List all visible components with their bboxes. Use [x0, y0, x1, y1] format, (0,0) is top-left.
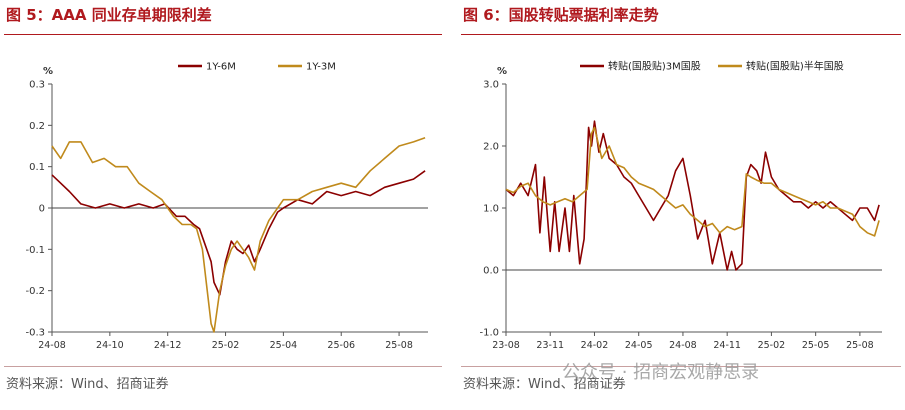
y-tick-label: 0.1	[29, 162, 45, 173]
left-source-note: 资料来源：Wind、招商证券	[6, 377, 169, 392]
y-tick-label: 1.0	[483, 204, 499, 215]
right-panel-title: 图 6：国股转贴票据利率走势	[463, 6, 659, 24]
x-tick-label: 24-08	[669, 340, 697, 351]
left-panel-title: 图 5：AAA 同业存单期限利差	[6, 6, 212, 24]
legend-label-1: 1Y-6M	[206, 62, 236, 73]
x-tick-label: 24-02	[581, 340, 609, 351]
x-tick-label: 25-02	[212, 340, 240, 351]
x-tick-label: 24-05	[625, 340, 653, 351]
y-axis-unit-label: %	[43, 66, 53, 77]
series-line-1	[51, 170, 426, 296]
x-tick-label: 24-10	[96, 340, 124, 351]
series-line-2	[51, 136, 426, 333]
legend-label-2: 转贴(国股贴)半年国股	[746, 60, 844, 73]
right-chart: -1.0 0.0 1.0 2.0 3.0% 23-08 23-11 24-02 24-05 24-…	[479, 60, 882, 351]
x-tick-label: 23-08	[492, 340, 520, 351]
left-title-rule	[4, 34, 442, 35]
y-tick-label: -0.1	[25, 245, 45, 256]
x-tick-label: 25-04	[270, 340, 298, 351]
y-tick-label: -0.2	[25, 286, 45, 297]
y-tick-label: 0.2	[29, 121, 45, 132]
y-tick-label: 0.3	[29, 80, 45, 91]
y-tick-label: -0.3	[25, 328, 45, 339]
series-line-1	[505, 120, 880, 271]
right-title-rule	[461, 34, 901, 35]
x-tick-label: 25-05	[802, 340, 830, 351]
legend-label-2: 1Y-3M	[306, 62, 336, 73]
y-tick-label: 3.0	[483, 80, 499, 91]
y-tick-label: 0	[39, 204, 45, 215]
y-axis-unit-label: %	[497, 66, 507, 77]
y-tick-label: 2.0	[483, 142, 499, 153]
x-tick-label: 24-08	[38, 340, 66, 351]
x-tick-label: 25-02	[758, 340, 786, 351]
x-tick-label: 25-08	[385, 340, 413, 351]
left-chart: -0.3 -0.2 -0.1 0 0.1 0.2 0.3% 24-08 24-10 24-12 25…	[25, 62, 428, 351]
x-tick-label: 23-11	[536, 340, 564, 351]
series-line-2	[505, 126, 880, 237]
x-tick-label: 24-11	[713, 340, 741, 351]
x-tick-label: 24-12	[154, 340, 182, 351]
x-tick-label: 25-08	[846, 340, 874, 351]
right-source-note: 资料来源：Wind、招商证券	[463, 377, 626, 392]
legend-label-1: 转贴(国股贴)3M国股	[608, 60, 701, 73]
x-tick-label: 25-06	[327, 340, 355, 351]
right-bottom-rule	[461, 366, 901, 367]
y-tick-label: -1.0	[479, 328, 499, 339]
y-tick-label: 0.0	[483, 266, 499, 277]
watermark-text: 公众号 · 招商宏观静思录	[562, 362, 760, 383]
left-bottom-rule	[4, 366, 442, 367]
